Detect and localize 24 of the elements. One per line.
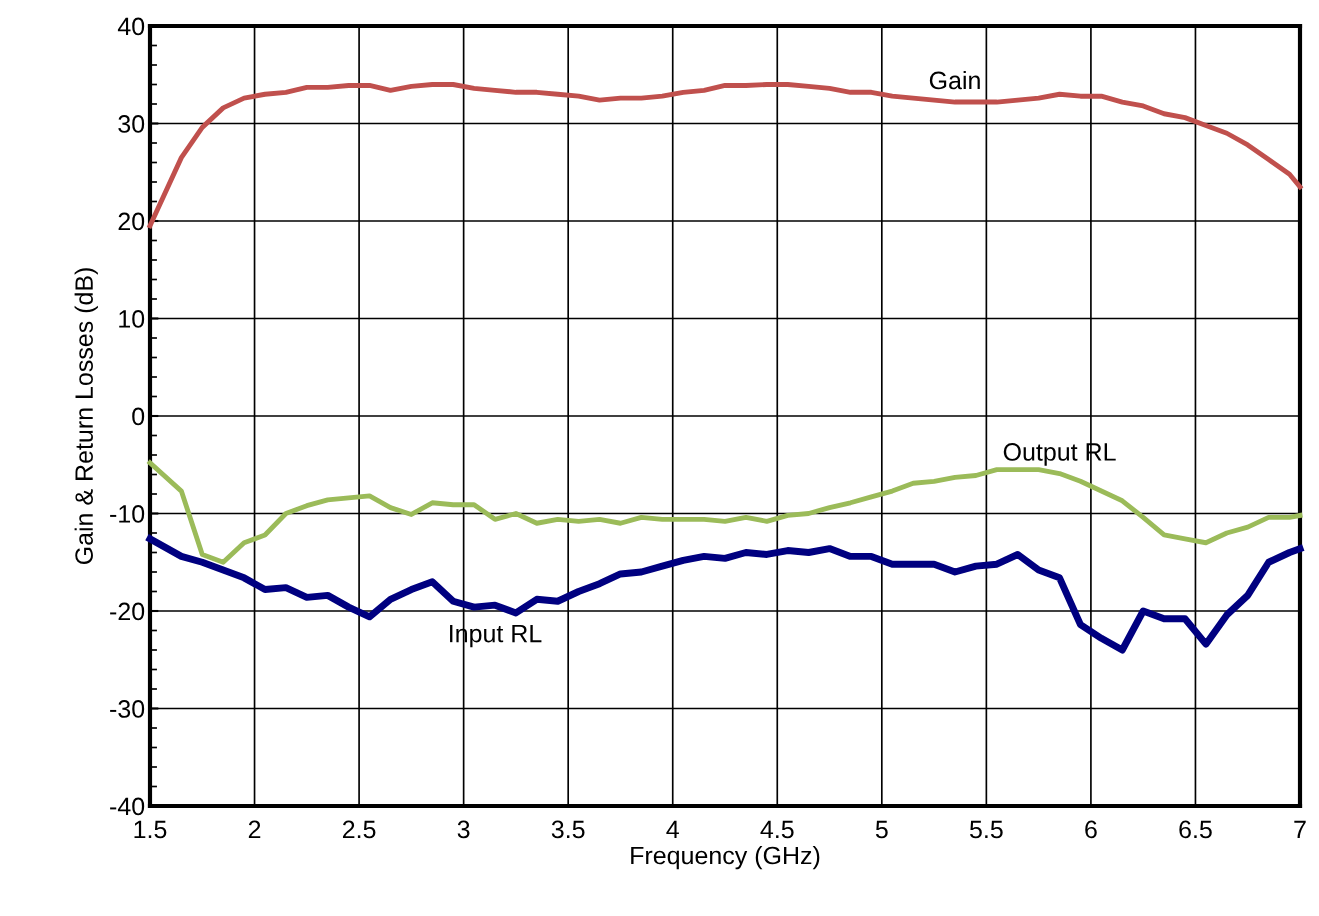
y-tick-label: -30 <box>110 700 145 718</box>
x-axis-title: Frequency (GHz) <box>631 845 820 870</box>
y-tick-label: 0 <box>132 407 145 426</box>
x-tick-label: 4.5 <box>760 820 794 839</box>
x-tick-label: 5.5 <box>969 820 1003 839</box>
x-tick-label: 7 <box>1294 820 1306 839</box>
x-tick-label: 3.5 <box>551 820 585 839</box>
y-tick-label: 30 <box>118 115 145 133</box>
x-tick-label: 4 <box>666 820 679 839</box>
y-axis-title: Gain & Return Losses (dB) <box>74 268 98 565</box>
y-tick-label: -40 <box>110 797 145 816</box>
y-tick-label: 20 <box>118 212 145 231</box>
x-tick-label: 2.5 <box>342 820 376 839</box>
x-tick-label: 6.5 <box>1179 820 1212 839</box>
x-tick-label: 5 <box>875 820 888 839</box>
x-tick-label: 1.5 <box>134 820 167 839</box>
y-tick-label: 40 <box>117 17 145 36</box>
x-tick-label: 6 <box>1085 820 1097 839</box>
y-tick-label: -10 <box>110 505 145 523</box>
y-tick-label: 10 <box>119 310 145 328</box>
series-label: Gain <box>929 70 980 90</box>
x-tick-label: 2 <box>248 820 261 839</box>
y-tick-label: -20 <box>110 602 145 621</box>
x-tick-label: 3 <box>457 820 470 839</box>
